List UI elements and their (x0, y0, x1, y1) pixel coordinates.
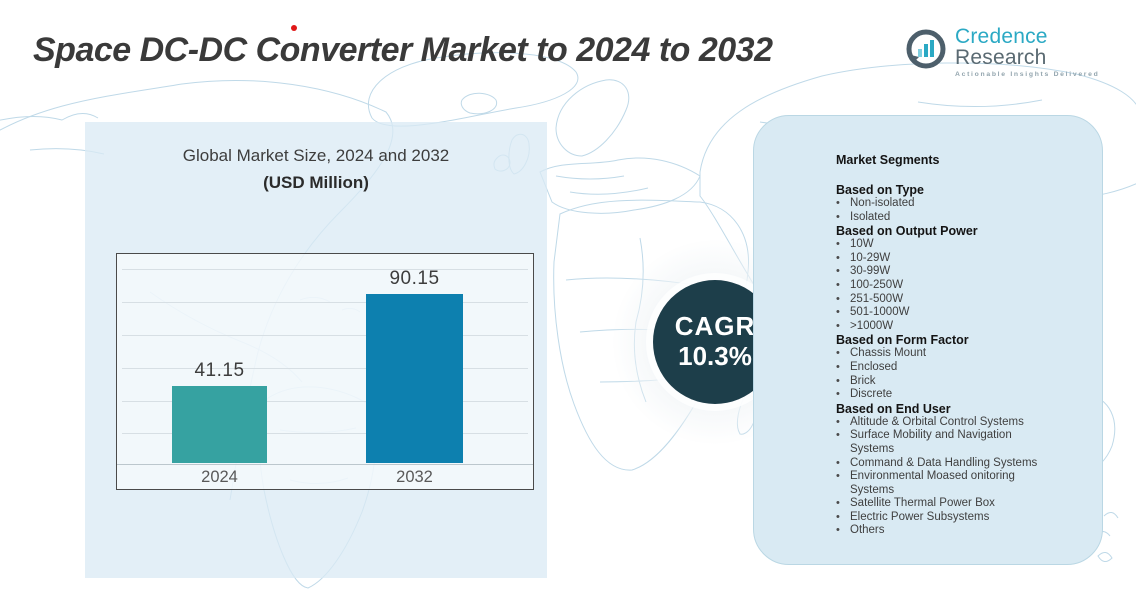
segment-item-label: Discrete (850, 388, 893, 401)
bullet-icon: • (836, 456, 840, 469)
segment-group-header: Based on Type (836, 183, 924, 197)
segment-item: • Surface Mobility and Navigation Systems (836, 429, 1076, 456)
market-segments-panel: Market Segments Based on Type • Non-isolat… (753, 115, 1103, 565)
segments-list: Based on Type • Non-isolated • Isolated Based… (836, 183, 1076, 538)
gridline (122, 368, 528, 369)
gridline (122, 269, 528, 270)
bullet-icon: • (836, 210, 840, 223)
gridline (122, 433, 528, 434)
gridline (122, 302, 528, 303)
segment-item-label: Command & Data Handling Systems (850, 456, 1038, 469)
gridline (122, 335, 528, 336)
segment-item: • 10W (836, 238, 1076, 252)
bullet-icon: • (836, 265, 840, 278)
bullet-icon: • (836, 360, 840, 373)
segment-item-label: Isolated (850, 210, 891, 223)
logo-wordmark: Credence Research (955, 26, 1136, 68)
segment-item: • Non-isolated (836, 197, 1076, 211)
bullet-icon: • (836, 197, 840, 209)
segment-item-label: Environmental Moased onitoring Systems (850, 470, 1015, 496)
segment-group-header: Based on End User (836, 401, 951, 416)
x-axis-label-2032: 2032 (396, 468, 433, 486)
segment-item: • Satellite Thermal Power Box (836, 497, 1076, 511)
chart-title: Global Market Size, 2024 and 2032 (182, 146, 450, 165)
bullet-icon: • (836, 251, 840, 264)
segment-item: • 30-99W (836, 265, 1076, 279)
segment-item: • 10-29W (836, 252, 1076, 266)
logo-brand-primary: Credence (955, 25, 1048, 48)
segment-item-label: Chassis Mount (850, 347, 927, 360)
segment-item: • 501-1000W (836, 306, 1076, 320)
segment-item-label: Satellite Thermal Power Box (850, 497, 995, 510)
segment-item-label: >1000W (850, 319, 894, 332)
bullet-icon: • (836, 510, 840, 523)
bullet-icon: • (836, 292, 840, 305)
cagr-value: 10.3% (678, 340, 752, 371)
bullet-icon: • (836, 470, 840, 483)
bar-2024 (172, 386, 267, 463)
logo-barchart-bubble-icon (905, 29, 947, 76)
segment-item-label: 10-29W (850, 251, 891, 264)
chart-subtitle: (USD Million) (263, 173, 369, 192)
credence-research-logo: Credence Research Actionable Insights De… (905, 26, 1136, 79)
segment-item: • 100-250W (836, 279, 1076, 293)
red-dot-accent (291, 25, 297, 31)
bullet-icon: • (836, 388, 840, 401)
bullet-icon: • (836, 374, 840, 387)
segment-item-label: 30-99W (850, 265, 891, 278)
segment-item-label: Others (850, 524, 885, 537)
segment-item-label: Non-isolated (850, 197, 915, 209)
logo-tagline: Actionable Insights Delivered (955, 71, 1100, 78)
bar-chart: 41.15 2024 90.15 2032 (116, 253, 534, 490)
segment-item: • >1000W (836, 320, 1076, 334)
bullet-icon: • (836, 347, 840, 360)
segment-item: • Altitude & Orbital Control Systems (836, 416, 1076, 430)
segment-item-label: Surface Mobility and Navigation Systems (850, 429, 1012, 455)
segment-group-header: Based on Form Factor (836, 333, 969, 348)
bullet-icon: • (836, 238, 840, 251)
cagr-label: CAGR (674, 311, 756, 342)
x-axis-line (117, 464, 533, 465)
bullet-icon: • (836, 524, 840, 537)
segment-item: • Discrete (836, 388, 1076, 402)
segment-item: • Environmental Moased onitoring Systems (836, 470, 1076, 497)
segment-item: • Chassis Mount (836, 347, 1076, 361)
logo-brand-secondary: Research (955, 46, 1047, 69)
segment-item-label: Enclosed (850, 360, 898, 373)
bar-value-label-2024: 41.15 (194, 360, 245, 381)
page-title: Space DC-DC Converter Market to 2024 to … (33, 30, 773, 69)
segment-item-label: Electric Power Subsystems (850, 510, 990, 523)
segment-group-header: Based on Output Power (836, 224, 978, 239)
segment-item: • Brick (836, 375, 1076, 389)
segment-item-label: 100-250W (850, 278, 904, 291)
bullet-icon: • (836, 278, 840, 291)
bullet-icon: • (836, 415, 840, 428)
segment-item: • Command & Data Handling Systems (836, 457, 1076, 471)
x-axis-label-2024: 2024 (201, 468, 238, 486)
bullet-icon: • (836, 429, 840, 442)
segments-title: Market Segments (836, 153, 940, 167)
segment-item: • Isolated (836, 211, 1076, 225)
segment-item-label: 10W (850, 238, 874, 251)
bullet-icon: • (836, 497, 840, 510)
segment-item-label: 501-1000W (850, 306, 910, 319)
gridline (122, 401, 528, 402)
segment-item: • Others (836, 524, 1076, 538)
bar-2032 (366, 294, 463, 463)
segment-item: • 251-500W (836, 293, 1076, 307)
segment-item-label: 251-500W (850, 292, 904, 305)
bar-value-label-2032: 90.15 (389, 268, 440, 289)
bullet-icon: • (836, 319, 840, 332)
segment-item-label: Brick (850, 374, 876, 387)
segment-item: • Electric Power Subsystems (836, 511, 1076, 525)
segment-item-label: Altitude & Orbital Control Systems (850, 415, 1024, 428)
bullet-icon: • (836, 306, 840, 319)
segment-item: • Enclosed (836, 361, 1076, 375)
